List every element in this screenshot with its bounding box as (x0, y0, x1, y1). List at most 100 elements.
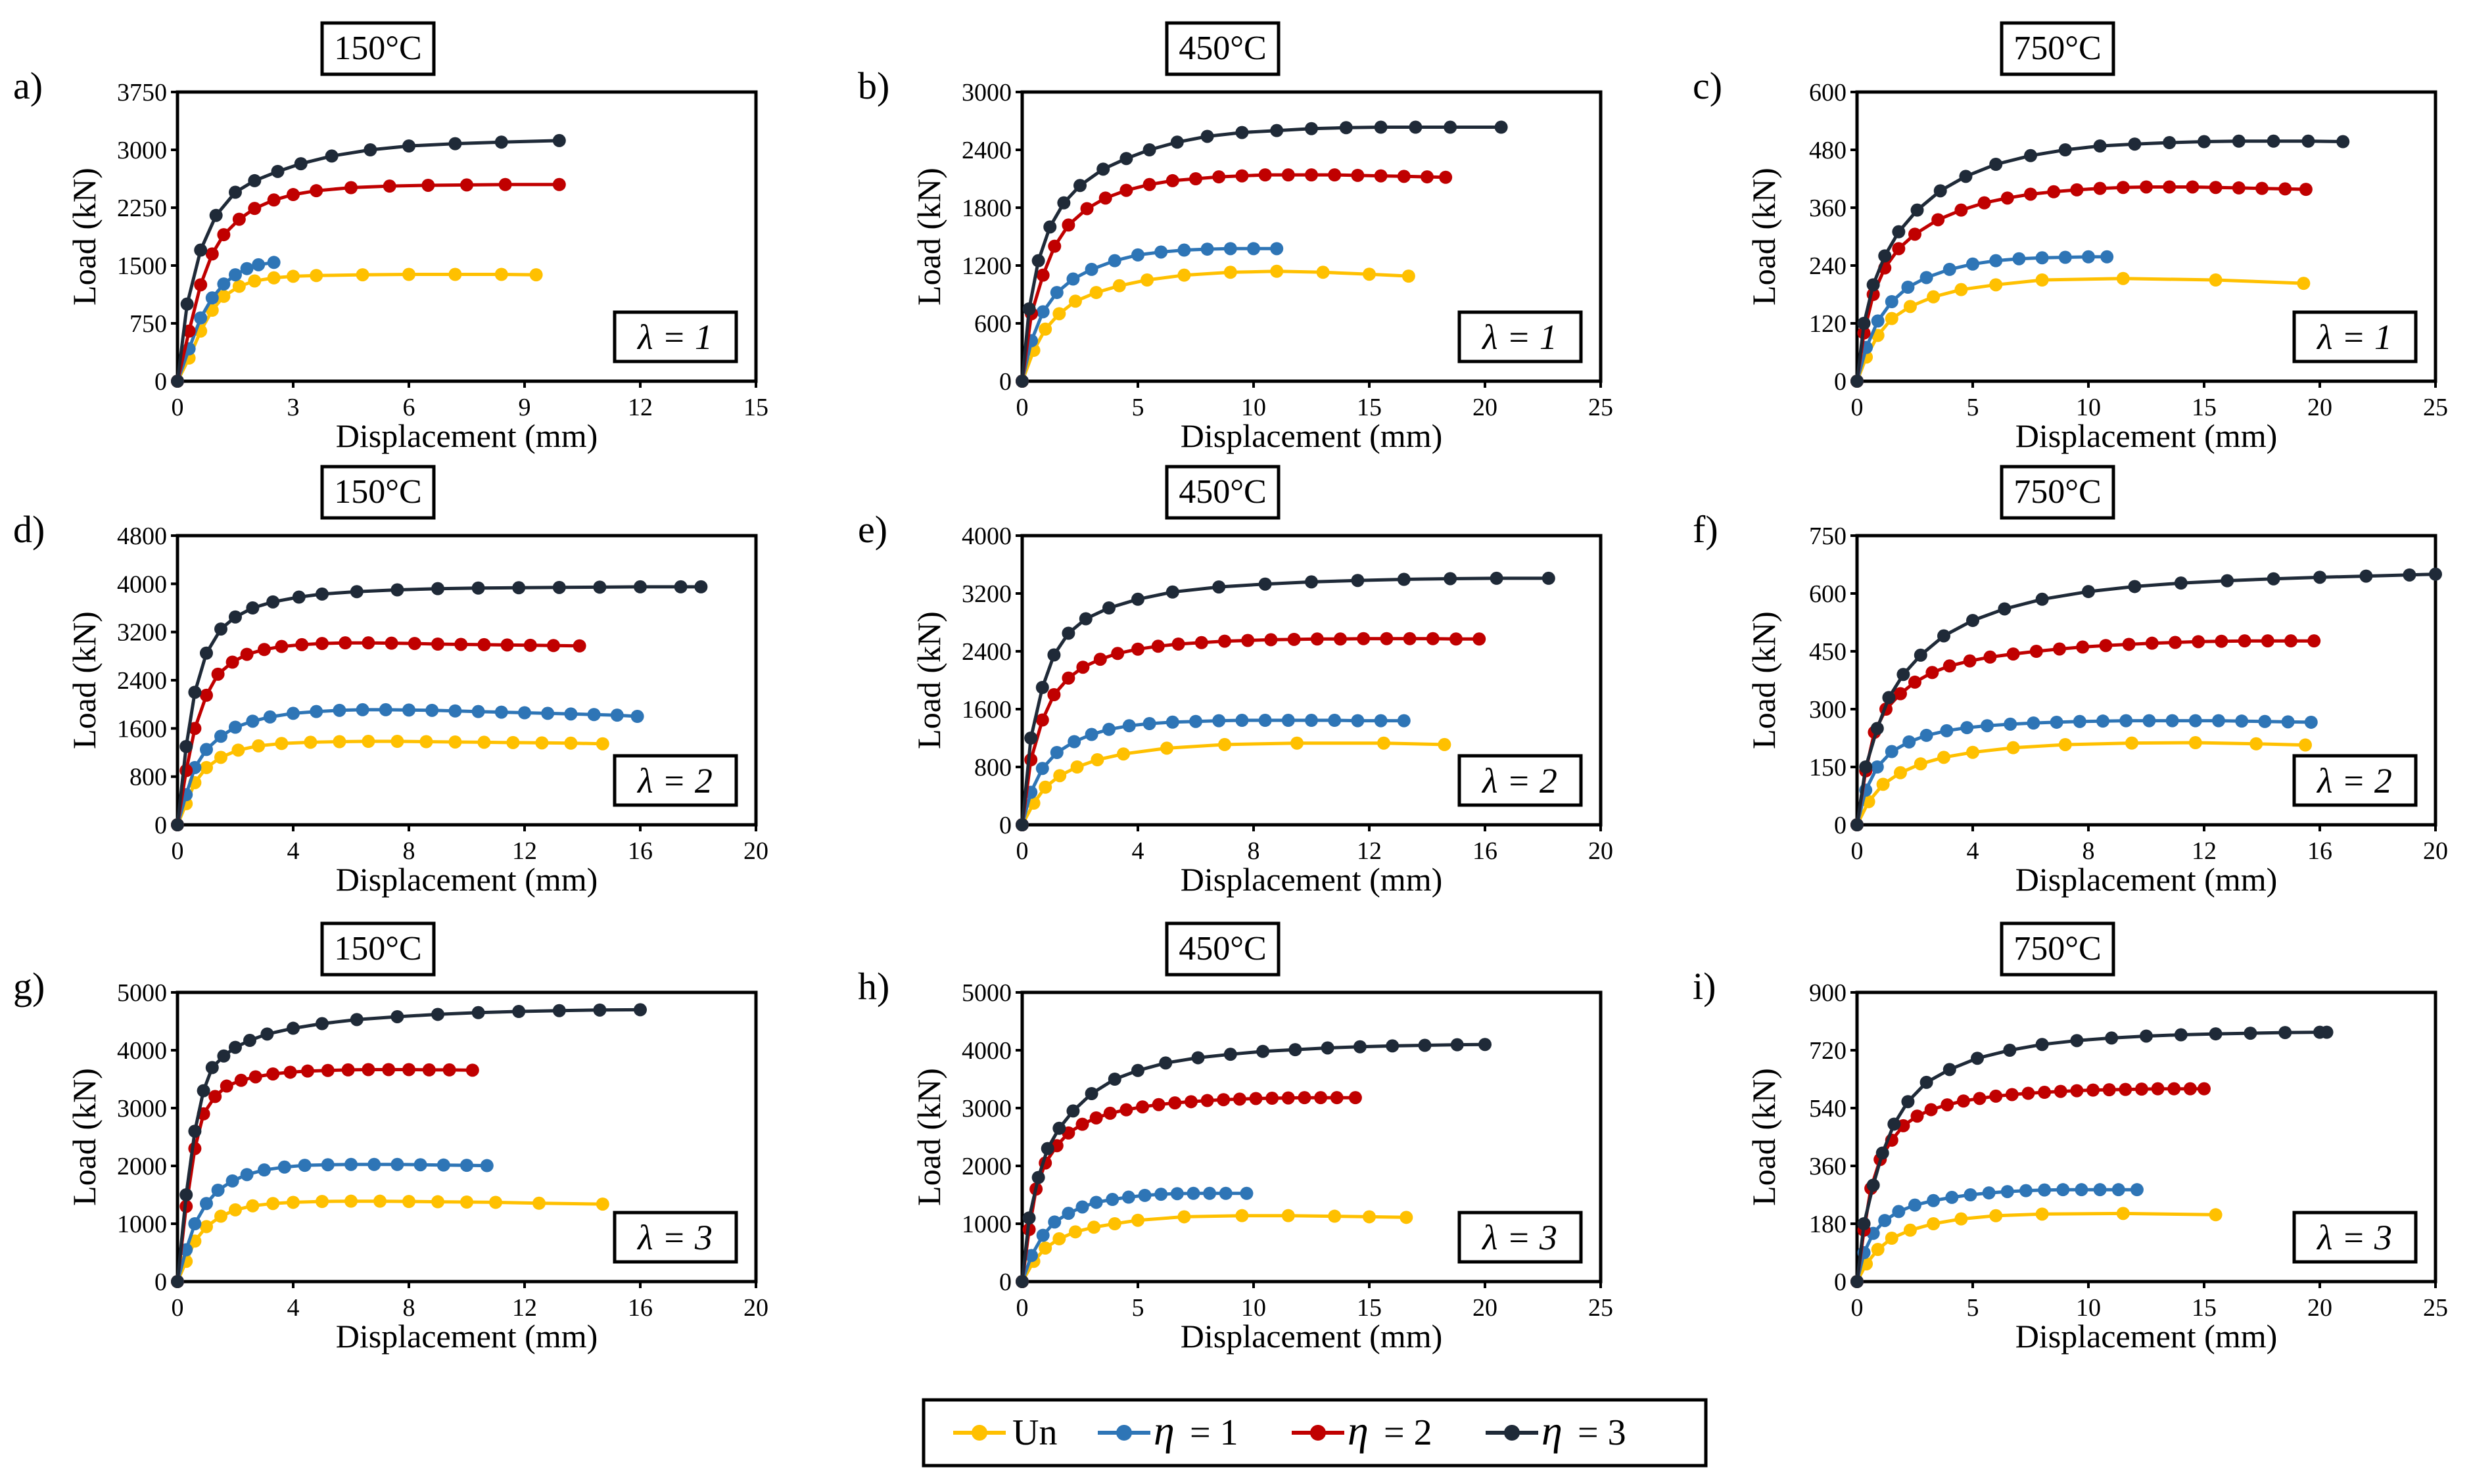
data-point (480, 1159, 494, 1172)
x-tick-label: 5 (1132, 394, 1144, 421)
data-point (1956, 1094, 1970, 1108)
chart-title: 150°C (334, 473, 421, 511)
data-point (1328, 168, 1342, 182)
x-tick-label: 10 (2076, 394, 2101, 421)
data-point (1039, 780, 1052, 794)
y-tick-label: 1000 (962, 1211, 1012, 1238)
data-point (1168, 1096, 1182, 1110)
y-axis-label: Load (kN) (910, 1068, 947, 1206)
data-point (1966, 745, 1979, 759)
x-tick-label: 15 (2192, 1294, 2217, 1322)
x-tick-label: 12 (628, 394, 653, 421)
data-point (1102, 601, 1116, 614)
legend-entry-un: Un (953, 1412, 1057, 1453)
data-point (1305, 168, 1318, 182)
data-point (1290, 736, 1304, 750)
data-point (1328, 714, 1342, 728)
data-point (2307, 634, 2321, 648)
data-point (267, 256, 281, 269)
data-point (350, 585, 364, 599)
series-η-3 (1850, 1025, 2334, 1288)
data-point (240, 262, 254, 275)
data-point (1223, 242, 1237, 256)
data-point (1270, 264, 1284, 278)
data-point (341, 1063, 355, 1077)
data-point (1219, 1186, 1233, 1200)
data-point (523, 638, 537, 652)
data-point (1871, 314, 1885, 328)
y-tick-label: 600 (974, 310, 1012, 338)
data-point (402, 267, 415, 281)
data-point (2238, 634, 2251, 648)
data-point (266, 595, 280, 609)
data-point (2267, 134, 2280, 148)
data-point (266, 1067, 280, 1081)
data-point (1218, 737, 1231, 751)
data-point (321, 1063, 335, 1077)
lambda-box (613, 754, 738, 807)
data-point (1036, 268, 1050, 282)
data-point (1016, 375, 1029, 388)
data-point (1270, 124, 1284, 137)
data-point (200, 688, 213, 702)
data-point (1035, 762, 1049, 776)
data-point (1942, 1063, 1956, 1077)
data-point (1218, 634, 1231, 648)
data-point (2209, 1027, 2223, 1041)
data-point (1942, 262, 1956, 276)
data-point (1091, 753, 1104, 766)
data-point (267, 193, 281, 207)
data-point (1039, 1241, 1052, 1255)
data-point (471, 581, 485, 595)
chart-panel-b: b) 450°C 0 600 1200 1800 2400 3000 0 5 10 15 20 25 Dis… (858, 21, 1613, 454)
title-box (320, 21, 436, 76)
data-point (1919, 728, 1933, 742)
plot-area-frame (1855, 534, 2437, 827)
data-point (2261, 634, 2274, 648)
data-point (1085, 728, 1098, 741)
x-tick-label: 4 (1967, 837, 1979, 865)
data-point (431, 1195, 444, 1209)
plot-area-frame (1855, 90, 2437, 383)
data-point (1177, 1210, 1191, 1224)
data-point (460, 1159, 473, 1172)
data-point (1866, 278, 1880, 292)
data-point (1959, 170, 1973, 183)
y-tick-label: 1200 (962, 252, 1012, 280)
data-point (2035, 592, 2049, 606)
data-point (2093, 181, 2107, 195)
data-point (1117, 747, 1130, 761)
data-point (214, 622, 227, 636)
data-point (1363, 267, 1376, 281)
data-point (1170, 135, 1184, 149)
data-point (1894, 687, 1907, 701)
data-point (1351, 574, 1365, 588)
data-point (1258, 714, 1272, 728)
data-point (2304, 715, 2318, 729)
data-point (1043, 220, 1057, 234)
y-tick-label: 3000 (117, 137, 167, 164)
x-tick-label: 0 (1016, 394, 1029, 421)
data-point (310, 705, 323, 718)
data-point (1288, 1043, 1302, 1057)
data-point (1223, 266, 1237, 279)
data-point (379, 703, 392, 716)
data-point (2058, 143, 2072, 156)
data-point (448, 267, 462, 281)
x-tick-label: 8 (403, 1294, 415, 1322)
panel-label: f) (1693, 508, 1718, 551)
series-η-3 (171, 580, 708, 831)
data-point (1235, 169, 1249, 183)
data-point (2221, 574, 2234, 588)
data-point (1247, 242, 1260, 256)
data-point (1314, 1091, 1328, 1105)
data-point (1885, 745, 1898, 758)
lambda-label: λ = 1 (636, 317, 713, 357)
series-η-1 (171, 703, 644, 831)
x-tick-label: 10 (2076, 1294, 2101, 1322)
data-point (362, 735, 375, 749)
data-point (596, 737, 609, 751)
data-point (1223, 1048, 1237, 1061)
data-point (2151, 1082, 2165, 1096)
data-point (2313, 570, 2326, 584)
